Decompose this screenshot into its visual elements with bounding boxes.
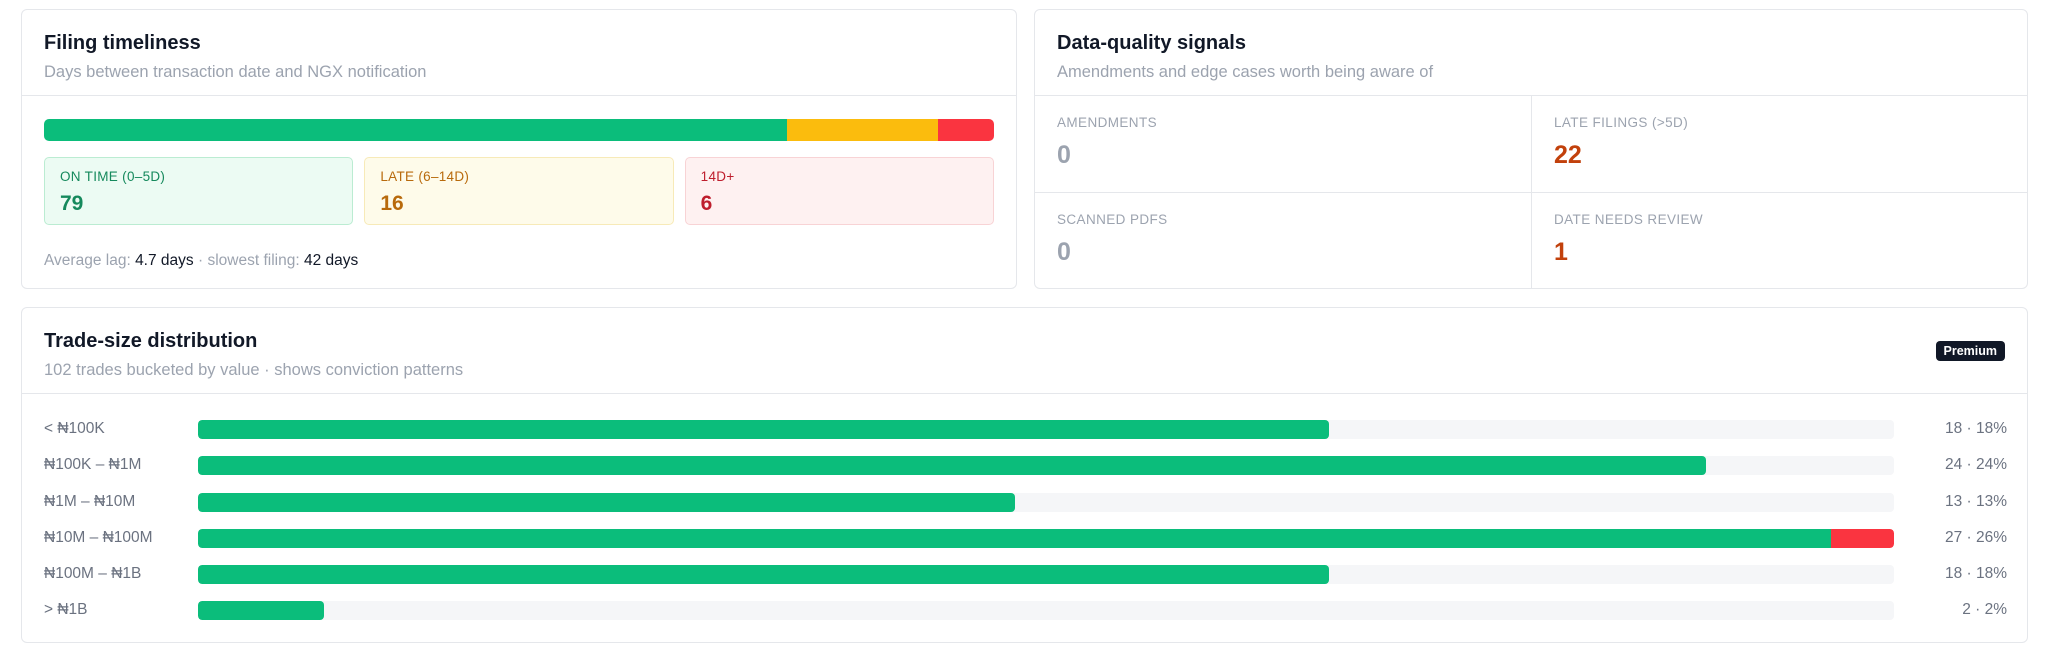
tile-value: 16: [380, 192, 404, 215]
bucket-bar-green: [198, 456, 1706, 476]
card-title: Filing timeliness: [44, 32, 201, 54]
bucket-bar: [198, 492, 1015, 512]
filing-timeliness-card: Filing timeliness Days between transacti…: [21, 9, 1017, 289]
tile-label: ON TIME (0–5D): [60, 169, 166, 184]
bucket-label: ₦1M – ₦10M: [44, 492, 136, 510]
bucket-label: < ₦100K: [44, 420, 105, 437]
trade-size-card: Trade-size distribution 102 trades bucke…: [21, 307, 2028, 643]
bucket-bar-track: [198, 492, 1894, 512]
trade-size-row: < ₦100K 18 · 18%: [44, 418, 2007, 454]
bucket-value: 24 · 24%: [1944, 456, 2007, 474]
cell-label: AMENDMENTS: [1057, 115, 1158, 130]
bucket-bar-track: [198, 601, 1894, 621]
bucket-bar: [198, 456, 1706, 476]
scanned-pdfs-cell: SCANNED PDFS 0: [1035, 193, 1532, 288]
card-subtitle: Days between transaction date and NGX no…: [44, 63, 427, 81]
cell-label: DATE NEEDS REVIEW: [1554, 212, 1704, 227]
bucket-bar-green: [198, 565, 1329, 585]
avg-lag-value: 4.7 days: [135, 252, 194, 269]
bucket-bar: [198, 528, 1894, 548]
card-subtitle: Amendments and edge cases worth being aw…: [1057, 63, 1434, 81]
bucket-bar-track: [198, 420, 1894, 439]
bucket-bar-green: [198, 528, 1832, 548]
trade-size-row: ₦100M – ₦1B 18 · 18%: [44, 563, 2007, 599]
card-header: Trade-size distribution 102 trades bucke…: [22, 308, 2027, 394]
bucket-label: ₦100K – ₦1M: [44, 456, 142, 474]
trade-size-row: ₦1M – ₦10M 13 · 13%: [44, 491, 2007, 527]
card-header: Filing timeliness Days between transacti…: [22, 10, 1016, 96]
bucket-label: > ₦1B: [44, 601, 88, 619]
bucket-bar-track: [198, 565, 1894, 585]
bucket-bar-green: [198, 492, 1015, 512]
tile-value: 79: [60, 192, 84, 215]
card-title: Trade-size distribution: [44, 330, 258, 352]
bucket-label: ₦100M – ₦1B: [44, 565, 142, 583]
separator: ·: [197, 252, 204, 269]
tile-label: 14D+: [700, 169, 735, 184]
premium-badge: Premium: [1935, 341, 2005, 361]
tile-value: 6: [700, 192, 713, 215]
timeliness-tiles: ON TIME (0–5D) 79 LATE (6–14D) 16 14D+ 6: [44, 157, 994, 225]
card-title: Data-quality signals: [1057, 32, 1246, 54]
bucket-bar-red: [1831, 528, 1894, 548]
bucket-label: ₦10M – ₦100M: [44, 528, 153, 546]
trade-size-row: ₦100K – ₦1M 24 · 24%: [44, 454, 2007, 490]
very-late-tile: 14D+ 6: [684, 157, 994, 225]
card-subtitle: 102 trades bucketed by value · shows con…: [44, 361, 464, 379]
late-tile: LATE (6–14D) 16: [364, 157, 674, 225]
trade-size-rows: < ₦100K 18 · 18% ₦100K – ₦1M 24 · 24% ₦1M – …: [44, 418, 2007, 636]
bucket-bar-track: [198, 528, 1894, 548]
timeliness-stacked-bar: [44, 119, 994, 141]
cell-label: LATE FILINGS (>5D): [1554, 115, 1689, 130]
bucket-bar: [198, 565, 1329, 585]
date-review-cell: DATE NEEDS REVIEW 1: [1532, 193, 2027, 288]
bucket-value: 2 · 2%: [1962, 601, 2007, 619]
bucket-bar-green: [198, 420, 1329, 439]
slowest-label: slowest filing:: [207, 252, 300, 269]
bar-segment-very-late: [937, 119, 994, 141]
data-quality-card: Data-quality signals Amendments and edge…: [1034, 9, 2028, 289]
cell-value: 22: [1554, 141, 1582, 169]
card-header: Data-quality signals Amendments and edge…: [1035, 10, 2027, 96]
bucket-value: 18 · 18%: [1944, 565, 2007, 583]
slowest-value: 42 days: [303, 252, 359, 269]
on-time-tile: ON TIME (0–5D) 79: [44, 157, 354, 225]
bucket-value: 27 · 26%: [1944, 528, 2007, 546]
quality-grid: AMENDMENTS 0 LATE FILINGS (>5D) 22 SCANN…: [1035, 96, 2027, 288]
bucket-value: 18 · 18%: [1944, 420, 2007, 437]
late-filings-cell: LATE FILINGS (>5D) 22: [1532, 96, 2027, 193]
avg-lag-label: Average lag:: [44, 252, 131, 269]
lag-summary: Average lag: 4.7 days · slowest filing: …: [44, 252, 358, 270]
amendments-cell: AMENDMENTS 0: [1035, 96, 1532, 193]
cell-label: SCANNED PDFS: [1057, 212, 1168, 227]
bucket-value: 13 · 13%: [1944, 492, 2007, 510]
cell-value: 0: [1057, 141, 1071, 169]
cell-value: 1: [1554, 238, 1568, 266]
tile-label: LATE (6–14D): [380, 169, 470, 184]
bucket-bar: [198, 601, 324, 621]
bucket-bar-track: [198, 456, 1894, 476]
cell-value: 0: [1057, 238, 1071, 266]
trade-size-row: ₦10M – ₦100M 27 · 26%: [44, 527, 2007, 563]
bar-segment-late: [787, 119, 938, 141]
bar-segment-on-time: [44, 119, 788, 141]
trade-size-row: > ₦1B 2 · 2%: [44, 599, 2007, 635]
bucket-bar: [198, 420, 1329, 439]
bucket-bar-green: [198, 601, 324, 621]
